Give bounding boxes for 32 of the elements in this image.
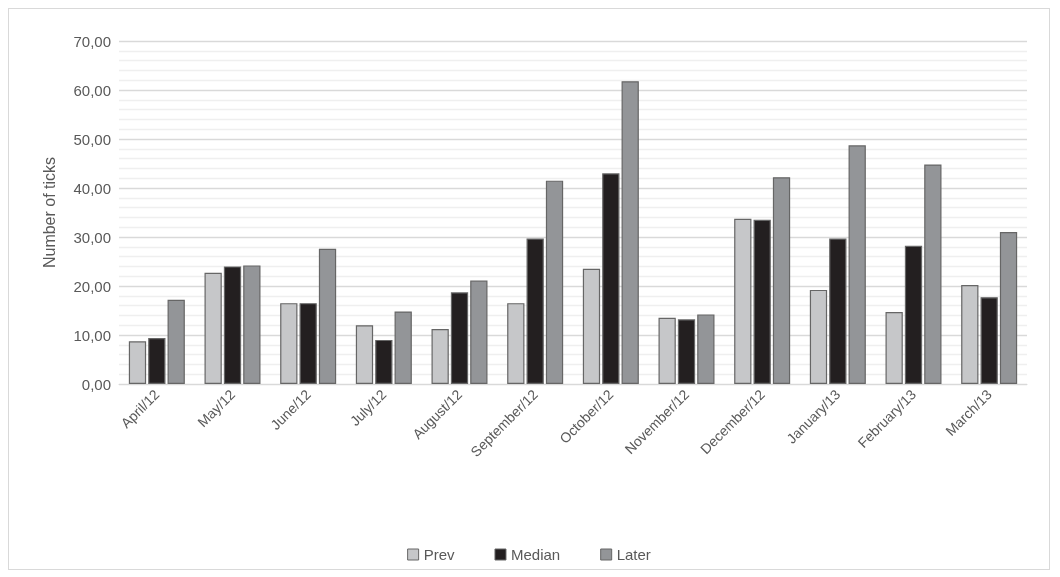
bar xyxy=(318,248,337,384)
bar xyxy=(128,341,147,384)
y-tick-label: 0,00 xyxy=(81,375,111,393)
legend-label: Prev xyxy=(423,546,455,563)
legend-label: Median xyxy=(510,546,561,563)
bar xyxy=(697,314,715,384)
bar xyxy=(355,325,374,384)
bar xyxy=(658,317,676,384)
legend-label: Later xyxy=(616,546,651,563)
bar xyxy=(204,272,222,384)
bar xyxy=(450,292,469,384)
bar xyxy=(223,266,242,384)
bar xyxy=(582,268,601,384)
y-tick-label: 60,00 xyxy=(73,81,111,99)
bar xyxy=(677,319,696,384)
bar xyxy=(809,289,828,384)
y-tick-label: 30,00 xyxy=(73,228,111,246)
bar xyxy=(470,280,488,384)
bar xyxy=(999,232,1018,384)
y-tick-label: 50,00 xyxy=(73,130,111,148)
bar xyxy=(545,180,564,384)
bar xyxy=(243,265,261,384)
bar xyxy=(431,329,449,384)
y-tick-label: 70,00 xyxy=(73,32,111,50)
bar xyxy=(772,177,791,384)
bar xyxy=(904,245,923,384)
y-tick-label: 40,00 xyxy=(73,179,111,197)
y-tick-label: 10,00 xyxy=(73,326,111,344)
bar xyxy=(924,164,942,384)
y-tick-label: 20,00 xyxy=(73,277,111,295)
bar xyxy=(885,311,903,384)
y-axis-title: Number of ticks xyxy=(40,156,58,269)
